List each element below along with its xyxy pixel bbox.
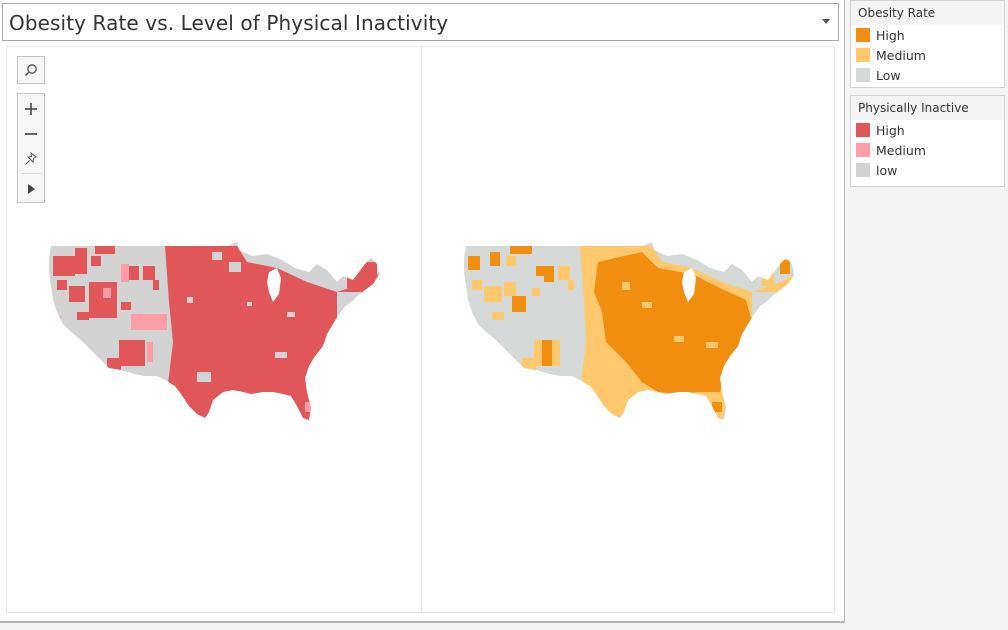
obesity-rate-map-panel[interactable] — [422, 47, 836, 612]
color-swatch-icon — [856, 123, 870, 137]
legend-label: Medium — [876, 47, 926, 63]
minus-icon — [25, 133, 37, 135]
pin-icon — [25, 152, 37, 165]
magnifier-icon — [25, 64, 37, 76]
color-swatch-icon — [856, 143, 870, 157]
legend-label: low — [876, 162, 898, 178]
map-toolbar — [17, 93, 45, 203]
color-swatch-icon — [856, 28, 870, 42]
zoom-in-button[interactable] — [18, 97, 44, 121]
legend-item-medium[interactable]: Medium — [851, 140, 1004, 160]
expand-toolbar-button[interactable] — [18, 177, 44, 201]
dashboard: Obesity Rate vs. Level of Physical Inact… — [0, 0, 845, 623]
legend-item-high[interactable]: High — [851, 25, 1004, 45]
toolbar-divider — [21, 173, 41, 174]
map-area — [6, 46, 835, 613]
legend-item-low[interactable]: Low — [851, 65, 1004, 85]
color-swatch-icon — [856, 163, 870, 177]
obesity-rate-legend: Obesity Rate High Medium Low — [850, 0, 1005, 88]
legend-label: Low — [876, 67, 901, 83]
us-map-obesity-rate[interactable] — [462, 242, 796, 422]
color-swatch-icon — [856, 68, 870, 82]
play-triangle-icon — [28, 184, 35, 194]
legend-label: Medium — [876, 142, 926, 158]
zoom-out-button[interactable] — [18, 122, 44, 146]
color-swatch-icon — [856, 48, 870, 62]
map-search-button[interactable] — [17, 56, 45, 84]
title-selector[interactable]: Obesity Rate vs. Level of Physical Inact… — [2, 3, 839, 41]
map-divider — [421, 47, 422, 612]
physically-inactive-legend: Physically Inactive High Medium low — [850, 95, 1005, 187]
us-map-physical-inactivity[interactable] — [47, 242, 381, 422]
pin-map-button[interactable] — [18, 147, 44, 171]
legend-item-medium[interactable]: Medium — [851, 45, 1004, 65]
legend-title: Obesity Rate — [851, 1, 1004, 25]
legend-item-high[interactable]: High — [851, 120, 1004, 140]
plus-icon — [25, 103, 37, 115]
caret-down-icon[interactable] — [822, 19, 830, 24]
legend-title: Physically Inactive — [851, 96, 1004, 120]
legend-label: High — [876, 27, 905, 43]
physical-inactivity-map-panel[interactable] — [7, 47, 421, 612]
page-title: Obesity Rate vs. Level of Physical Inact… — [9, 11, 449, 35]
legend-label: High — [876, 122, 905, 138]
legend-item-low[interactable]: low — [851, 160, 1004, 180]
